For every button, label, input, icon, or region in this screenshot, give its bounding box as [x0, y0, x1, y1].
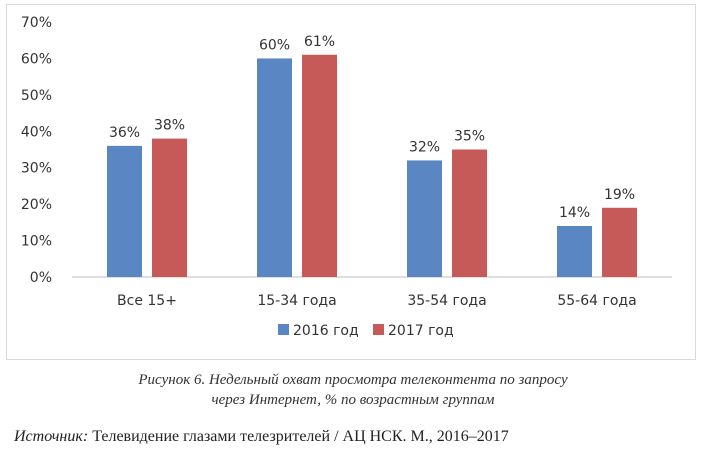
bar-2017: [302, 54, 337, 278]
data-label: 32%: [409, 139, 440, 155]
data-label: 19%: [604, 187, 635, 203]
legend-swatch: [278, 324, 289, 335]
y-tick-label: 60%: [21, 51, 52, 67]
bar-2017: [452, 149, 487, 277]
y-tick-label: 30%: [21, 161, 52, 177]
source-note: Источник: Телевидение глазами телезрител…: [14, 428, 509, 446]
y-tick-label: 70%: [21, 15, 52, 31]
x-category-label: 15-34 года: [257, 293, 336, 309]
y-tick-label: 40%: [21, 124, 52, 140]
x-category-label: 35-54 года: [407, 293, 486, 309]
bar-2016: [557, 226, 592, 277]
bar-2017: [152, 138, 187, 277]
legend-entry: 2017 год: [388, 323, 454, 339]
x-category-label: Все 15+: [117, 293, 177, 309]
y-tick-label: 20%: [21, 197, 52, 213]
bar-2017: [602, 207, 637, 277]
x-category-label: 55-64 года: [557, 293, 636, 309]
source-label: Источник:: [14, 428, 89, 445]
legend-swatch: [373, 324, 384, 335]
y-tick-label: 0%: [30, 270, 52, 286]
data-label: 38%: [154, 118, 185, 134]
y-tick-label: 10%: [21, 234, 52, 250]
data-label: 61%: [304, 34, 335, 50]
bar-chart: 0% 10% 20% 30% 40% 50% 60% 70% 36% 38% Все 15+ 60% 6…: [21, 15, 672, 339]
y-tick-label: 50%: [21, 88, 52, 104]
bar-2016: [257, 58, 292, 277]
bar-2016: [407, 160, 442, 277]
data-label: 14%: [559, 205, 590, 221]
figure-caption-line-1: Рисунок 6. Недельный охват просмотра тел…: [138, 372, 568, 388]
figure-caption-line-2: через Интернет, % по возрастным группам: [211, 392, 495, 408]
bar-2016: [107, 145, 142, 277]
source-text: Телевидение глазами телезрителей / АЦ НС…: [88, 428, 509, 445]
data-label: 36%: [109, 125, 140, 141]
legend-entry: 2016 год: [293, 323, 359, 339]
data-label: 35%: [454, 129, 485, 145]
data-label: 60%: [259, 37, 290, 53]
